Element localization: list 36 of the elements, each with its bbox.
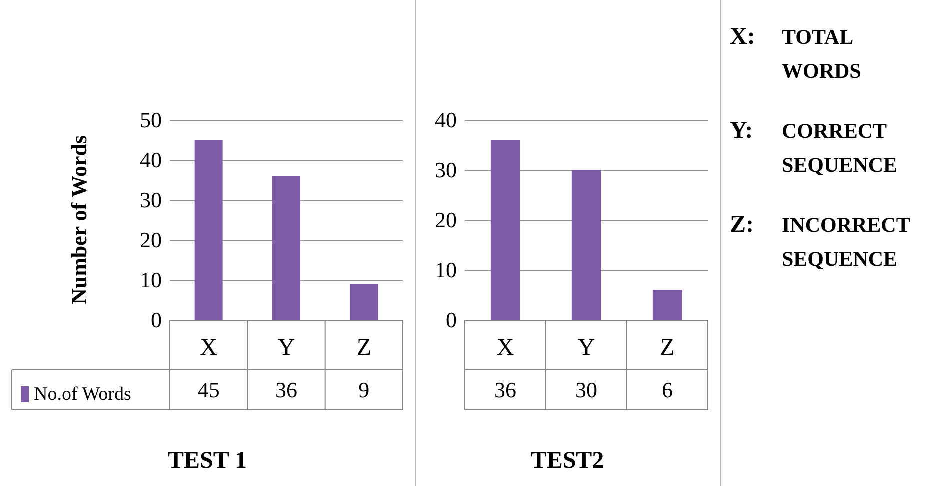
bar: [572, 170, 602, 320]
y-tick-label: 20: [140, 228, 162, 252]
bar: [194, 140, 223, 320]
x-tick-label: X: [496, 335, 514, 361]
data-label: 9: [358, 378, 370, 402]
bar: [490, 140, 520, 320]
data-label: 30: [576, 378, 598, 402]
text: Y: CORRECT SEQUENCE: [730, 118, 898, 177]
data-label: 36: [276, 378, 298, 402]
y-tick-label: 40: [140, 148, 162, 172]
x-tick-label: Y: [578, 335, 596, 361]
text: TEST 1: [168, 448, 247, 474]
data-label: 6: [662, 378, 673, 402]
bar: [272, 176, 300, 320]
x-tick-label: Z: [660, 335, 675, 361]
text: X: TOTAL WORDS: [730, 23, 862, 85]
y-axis-title: Number of Words: [66, 135, 92, 305]
text: Z: INCORRECT SEQUENCE: [730, 211, 911, 273]
y-tick-label: 0: [446, 308, 457, 332]
y-tick-label: 0: [151, 308, 162, 332]
bar: [652, 290, 682, 320]
y-tick-label: 30: [435, 158, 457, 182]
data-label: 45: [198, 378, 220, 402]
y-tick-label: 10: [140, 268, 162, 292]
y-tick-label: 40: [435, 108, 457, 132]
legend-label: No.of Words: [34, 384, 132, 405]
text: TEST2: [530, 448, 604, 474]
y-tick-label: 10: [435, 258, 457, 282]
x-tick-label: Z: [356, 335, 372, 361]
y-tick-label: 30: [140, 188, 162, 212]
data-label: 36: [494, 378, 516, 402]
y-tick-label: 50: [140, 108, 162, 132]
x-tick-label: X: [200, 335, 218, 361]
bar: [350, 284, 378, 320]
x-tick-label: Y: [278, 335, 296, 361]
y-tick-label: 20: [435, 208, 457, 232]
